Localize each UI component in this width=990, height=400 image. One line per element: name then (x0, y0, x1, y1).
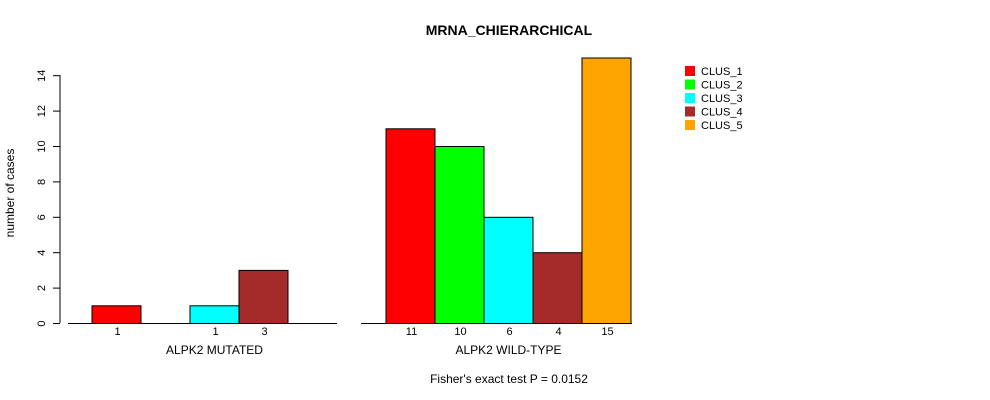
bar-clus-3 (189, 305, 240, 324)
bar-clus-1 (385, 128, 436, 324)
bar-count-label: 4 (555, 326, 561, 338)
legend-label: CLUS_3 (701, 93, 743, 105)
legend-swatch (685, 120, 695, 130)
bar-clus-3 (483, 216, 534, 324)
y-tick-label: 8 (36, 179, 48, 185)
bar-clus-1 (91, 305, 142, 324)
legend-swatch (685, 93, 695, 103)
bar-count-label: 1 (114, 326, 120, 338)
legend-label: CLUS_5 (701, 120, 743, 132)
legend-swatch (685, 106, 695, 117)
group-label: ALPK2 WILD-TYPE (455, 343, 561, 357)
legend-swatch (685, 66, 695, 76)
bar-count-label: 11 (406, 326, 417, 338)
legend-swatch (685, 79, 695, 90)
group-label: ALPK2 MUTATED (166, 343, 263, 357)
bar-count-label: 3 (261, 326, 267, 338)
legend-label: CLUS_4 (701, 107, 743, 119)
bar-clus-4 (532, 252, 583, 324)
group-axes: ALPK2 MUTATED ALPK2 WILD-TYPE (68, 323, 632, 357)
bar-count-label: 10 (454, 326, 466, 338)
bar-clus-4 (238, 269, 289, 324)
y-tick-label: 14 (36, 70, 48, 82)
chart-title: MRNA_CHIERARCHICAL (426, 22, 593, 38)
legend-label: CLUS_2 (701, 80, 743, 92)
bar-clus-2 (434, 146, 485, 324)
bar-count-label: 6 (506, 326, 512, 338)
bar-count-label: 15 (601, 326, 613, 338)
bar-count-label: 1 (212, 326, 218, 338)
y-tick-label: 0 (36, 320, 48, 326)
y-tick-label: 4 (36, 250, 48, 256)
bars: 1 1 3 11 10 6 4 15 (91, 57, 632, 338)
y-tick-label: 6 (36, 214, 48, 220)
y-axis-ticks: 0 2 4 6 8 10 12 14 (36, 70, 60, 327)
y-tick-label: 2 (36, 285, 48, 291)
bar-clus-5 (581, 57, 632, 324)
y-tick-label: 12 (36, 105, 48, 117)
legend-label: CLUS_1 (701, 66, 743, 78)
y-tick-label: 10 (36, 140, 48, 152)
y-axis-label: number of cases (3, 149, 17, 238)
fisher-test-footnote: Fisher's exact test P = 0.0152 (430, 372, 588, 386)
